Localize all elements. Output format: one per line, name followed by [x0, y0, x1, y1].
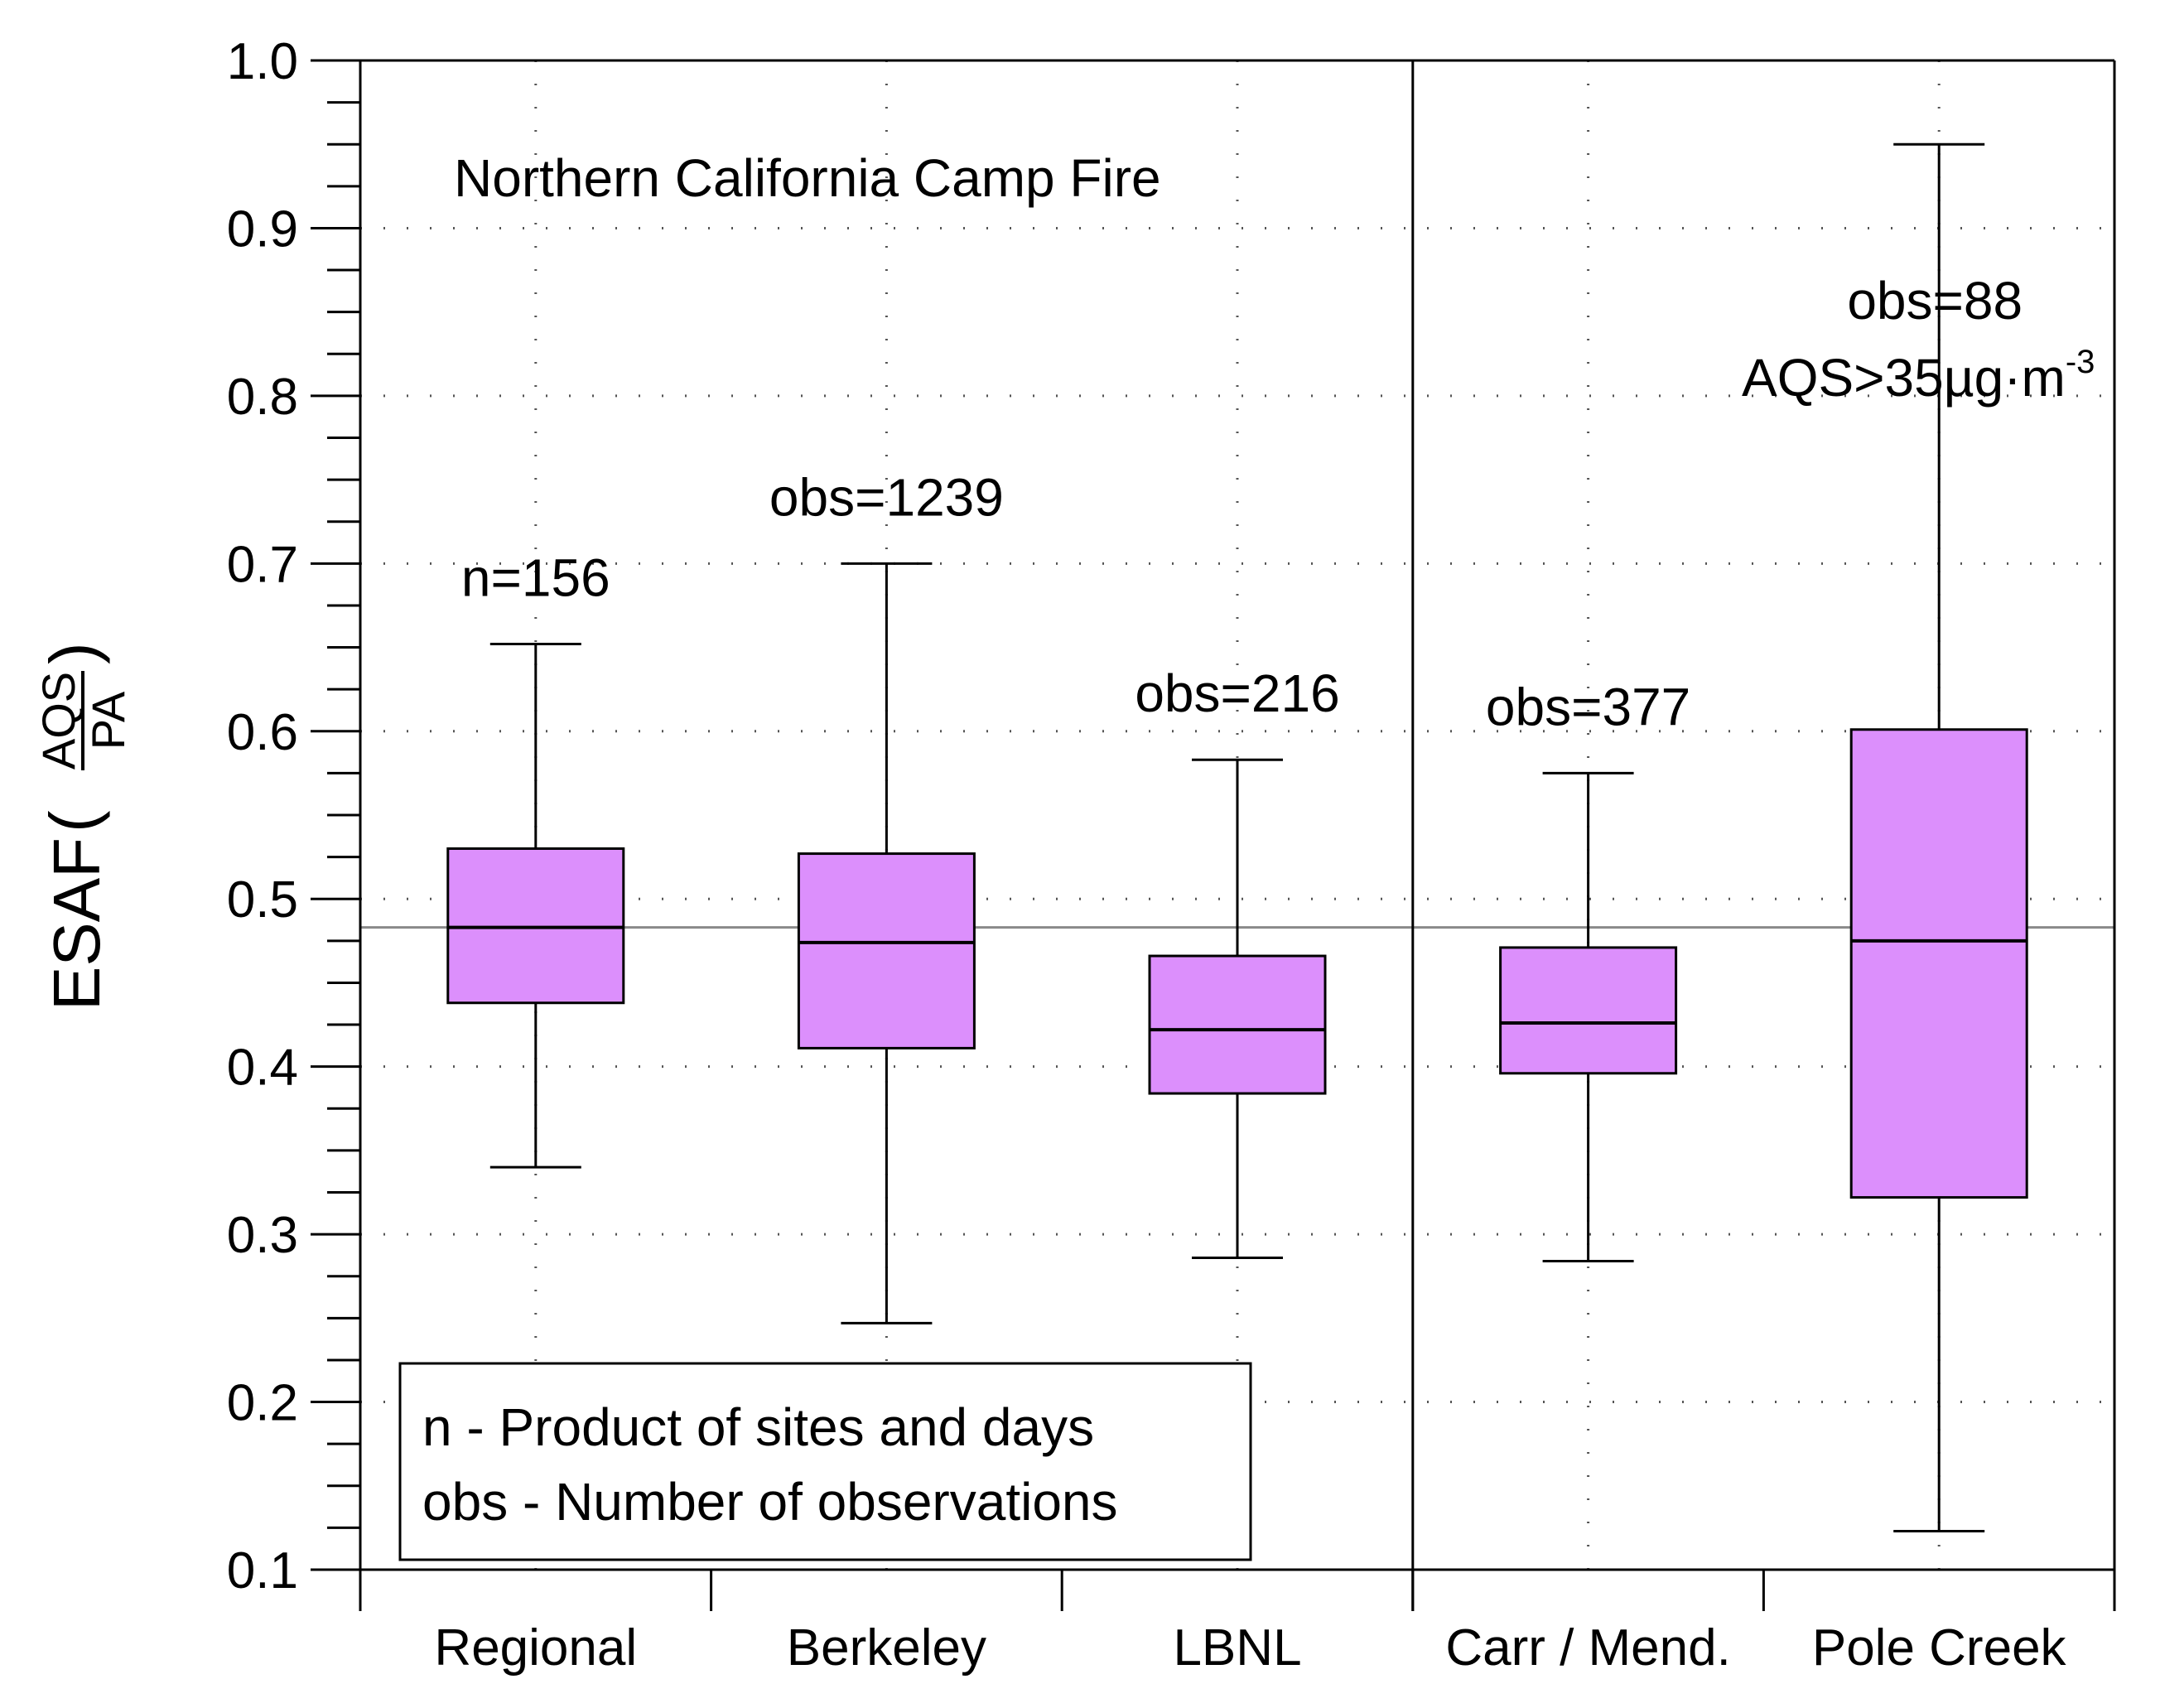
boxes-group: n=156 obs=1239 obs=216 obs=377 obs=88 AQS>35µ… [446, 142, 2095, 1532]
y-axis-label: ESAF ( AQS PA ) [32, 642, 134, 1011]
box-lbnl: obs=216 [1135, 663, 1340, 1259]
obs-label: obs=377 [1486, 677, 1690, 736]
obs-label: obs=1239 [769, 467, 1004, 527]
y-axis-label-text: ESAF [40, 837, 113, 1011]
x-tick-label: Pole Creek [1812, 1619, 2067, 1677]
box-regional: n=156 [446, 548, 625, 1169]
x-tick-label: Carr / Mend. [1445, 1619, 1731, 1677]
y-axis-label-numerator: AQS [32, 672, 84, 770]
x-tick-label: LBNL [1173, 1619, 1301, 1677]
legend-frame [398, 1362, 1252, 1561]
y-tick-label: 0.2 [227, 1375, 298, 1432]
y-axis-label-open-paren: ( [36, 810, 110, 832]
obs-label: n=156 [461, 548, 610, 608]
threshold-label-exponent: -3 [2066, 344, 2095, 380]
legend-line-1: n - Product of sites and days [422, 1397, 1094, 1457]
box-iqr [446, 847, 625, 1005]
y-tick-label: 0.6 [227, 704, 298, 761]
box-iqr [1499, 946, 1678, 1075]
x-tick-label: Regional [434, 1619, 637, 1677]
y-tick-label: 0.7 [227, 536, 298, 593]
box-iqr [1849, 728, 2028, 1199]
obs-label: obs=88 [1847, 271, 2023, 331]
box-berkeley: obs=1239 [769, 467, 1004, 1324]
y-tick-label: 0.9 [227, 200, 298, 258]
box-iqr [797, 852, 976, 1049]
threshold-label: AQS>35µg·m-3 [1742, 344, 2095, 408]
y-axis-label-denominator: PA [82, 691, 134, 750]
y-axis-label-close-paren: ) [36, 642, 110, 664]
obs-label: obs=216 [1135, 663, 1339, 723]
y-tick-label: 0.5 [227, 871, 298, 929]
axes-group: Regional Berkeley LBNL Carr / Mend. Pole Cre… [227, 33, 2116, 1677]
box-pole-creek: obs=88 AQS>35µg·m-3 [1742, 142, 2095, 1532]
grid-lines [360, 60, 2114, 1570]
y-tick-label: 1.0 [227, 33, 298, 90]
y-tick-label: 0.4 [227, 1040, 298, 1097]
x-tick-label: Berkeley [787, 1619, 986, 1677]
legend: n - Product of sites and days obs - Numb… [398, 1362, 1252, 1561]
y-tick-label: 0.3 [227, 1207, 298, 1264]
chart-title: Northern California Camp Fire [454, 148, 1161, 208]
y-tick-label: 0.8 [227, 369, 298, 426]
y-tick-label: 0.1 [227, 1542, 298, 1599]
legend-line-2: obs - Number of observations [422, 1472, 1118, 1532]
box-carr-mend-: obs=377 [1486, 677, 1690, 1263]
box-iqr [1148, 954, 1327, 1095]
